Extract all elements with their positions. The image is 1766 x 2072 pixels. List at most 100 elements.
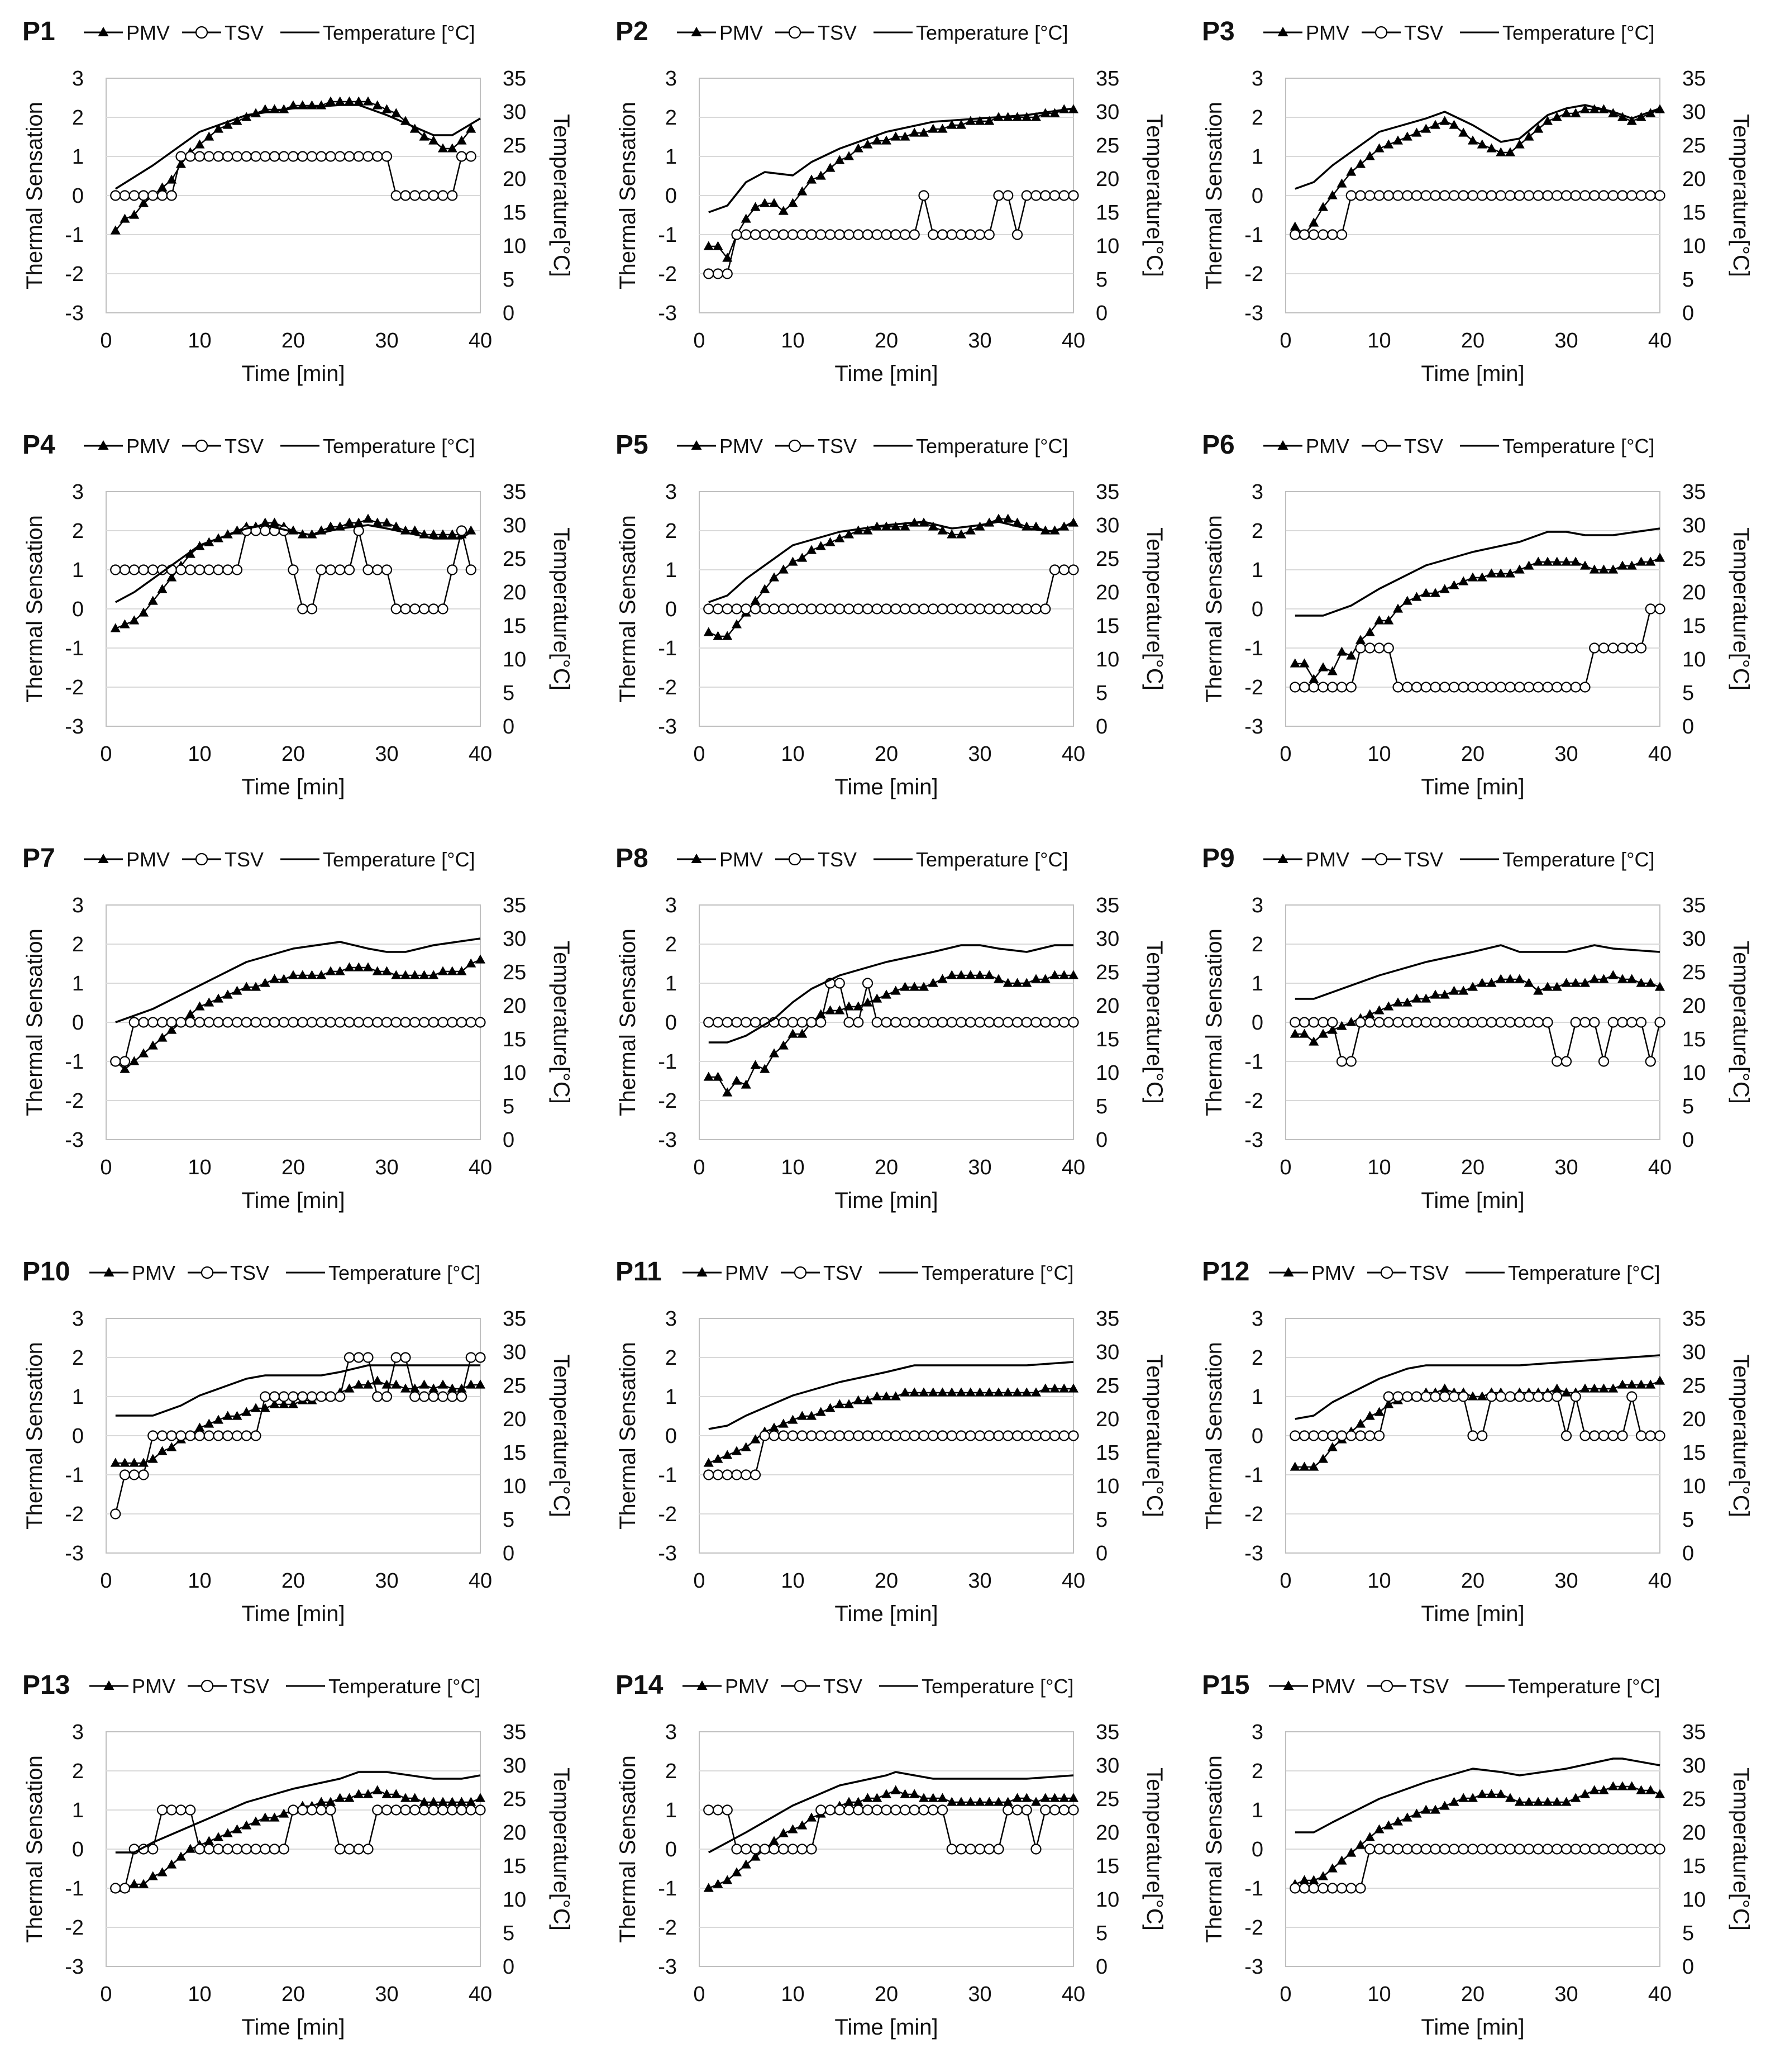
x-tick-label: 0 (100, 742, 112, 766)
tsv-point (1308, 1430, 1319, 1441)
pmv-point (778, 1828, 789, 1837)
y-tick-label: 1 (665, 145, 677, 169)
pmv-point (437, 1797, 448, 1806)
pmv-point (918, 1387, 929, 1397)
tsv-point (362, 564, 374, 575)
pmv-point (825, 537, 836, 546)
tsv-point (260, 1844, 271, 1855)
pmv-point (1392, 997, 1404, 1007)
panel-title: P8 (615, 844, 648, 873)
pmv-point (456, 1797, 467, 1806)
y2-axis-label: Temperature[°C] (1142, 114, 1167, 277)
tsv-point (1011, 603, 1023, 615)
x-axis-label: Time [min] (1421, 361, 1524, 386)
tsv-point (260, 1391, 271, 1402)
y2-tick-label: 10 (1096, 1061, 1119, 1085)
tsv-point (1505, 682, 1516, 693)
pmv-point (984, 116, 995, 125)
pmv-point (138, 1879, 149, 1888)
tsv-point (119, 1056, 131, 1067)
tsv-point (918, 1017, 929, 1028)
pmv-point (194, 1422, 205, 1432)
pmv-point (956, 120, 967, 129)
x-tick-label: 40 (1648, 329, 1672, 353)
tsv-point (853, 603, 864, 615)
tsv-point (1290, 1430, 1301, 1441)
pmv-point (391, 970, 402, 979)
tsv-point (1392, 682, 1404, 693)
pmv-point (1374, 1407, 1385, 1416)
tsv-point (1607, 190, 1619, 201)
tsv-point (778, 603, 789, 615)
tsv-point (1514, 682, 1525, 693)
pmv-point (1561, 556, 1572, 566)
chart-panel-p14: P14 PMV TSV Temperature [°C]-3-2-1012305101… (615, 1670, 1167, 2040)
x-tick-label: 30 (1554, 329, 1578, 353)
legend-entry-1: TSV (775, 21, 857, 44)
pmv-point (1645, 556, 1656, 566)
tsv-point (722, 603, 733, 615)
tsv-point (834, 1430, 845, 1441)
y2-tick-label: 5 (1682, 1508, 1694, 1532)
tsv-point (362, 151, 374, 162)
tsv-point (722, 1804, 733, 1816)
y-tick-label: -1 (65, 1464, 84, 1487)
x-tick-label: 40 (1062, 1156, 1085, 1179)
legend-marker-triangle (1277, 854, 1288, 863)
tsv-point (843, 1017, 855, 1028)
tsv-point (862, 229, 874, 240)
pmv-point (1022, 978, 1032, 987)
tsv-point (1458, 1017, 1469, 1028)
pmv-point (354, 962, 364, 971)
tsv-point (1392, 1844, 1404, 1855)
pmv-point (232, 116, 242, 125)
pmv-point (1598, 1785, 1609, 1794)
tsv-point (1617, 1844, 1628, 1855)
tsv-point (418, 603, 430, 615)
pmv-point (853, 143, 863, 153)
tsv-point (213, 151, 224, 162)
tsv-point (156, 1430, 168, 1441)
pmv-point (1318, 1454, 1329, 1463)
tsv-point (984, 1844, 995, 1855)
tsv-point (750, 1017, 761, 1028)
pmv-point (204, 997, 214, 1007)
pmv-point (1533, 556, 1544, 566)
tsv-point (400, 1017, 411, 1028)
pmv-point (928, 521, 938, 531)
pmv-point (129, 1056, 140, 1065)
panel-title: P6 (1202, 430, 1235, 460)
y-tick-label: -1 (1244, 223, 1263, 247)
y2-tick-label: 20 (1096, 994, 1119, 1018)
y-tick-label: -3 (1244, 1955, 1263, 1979)
tsv-point (1345, 682, 1357, 693)
tsv-point (1392, 1017, 1404, 1028)
pmv-point (409, 970, 420, 979)
tsv-point (222, 1017, 233, 1028)
legend-label: Temperature [°C] (922, 1261, 1074, 1284)
y-tick-label: -2 (65, 1089, 84, 1113)
x-tick-label: 30 (968, 1569, 991, 1593)
tsv-point (787, 1430, 799, 1441)
tsv-point (203, 1430, 214, 1441)
pmv-point (1309, 1875, 1319, 1884)
x-tick-label: 10 (1367, 1569, 1391, 1593)
pmv-point (843, 529, 855, 539)
pmv-point (138, 607, 149, 617)
pmv-point (372, 1375, 383, 1385)
y2-tick-label: 20 (1682, 168, 1706, 191)
pmv-point (222, 1411, 233, 1420)
pmv-point (1290, 1461, 1300, 1471)
tsv-point (1495, 1017, 1506, 1028)
x-tick-label: 40 (469, 1983, 492, 2006)
tsv-point (297, 603, 308, 615)
legend-label: PMV (1306, 435, 1349, 458)
pmv-point (890, 985, 901, 995)
tsv-point (250, 1017, 261, 1028)
pmv-point (713, 1879, 723, 1888)
pmv-point (1374, 1824, 1385, 1833)
y-tick-label: -1 (65, 637, 84, 660)
pmv-point (166, 1859, 177, 1869)
pmv-point (175, 1851, 187, 1861)
legend-label: TSV (818, 848, 857, 871)
